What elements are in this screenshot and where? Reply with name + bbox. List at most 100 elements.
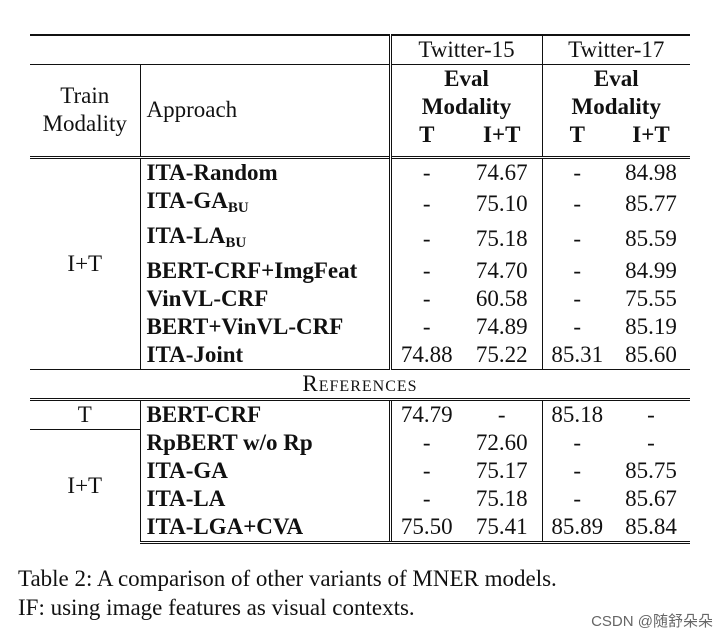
cell: 75.41 [462, 513, 542, 544]
header-approach: Approach [139, 64, 390, 157]
table-row: VinVL-CRF - 60.58 - 75.55 [30, 284, 690, 313]
row-approach: ITA-LGA+CVA [139, 513, 390, 544]
table-row: ITA-GA - 75.17 - 85.75 [30, 457, 690, 485]
cell: 85.84 [612, 513, 690, 544]
row-approach: ITA-LABU [139, 221, 390, 257]
header-train-line2: Modality [42, 111, 127, 137]
table-row: ITA-Joint 74.88 75.22 85.31 85.60 [30, 340, 690, 369]
header-eval-15-line1: Eval [444, 66, 489, 91]
cell: - [541, 457, 612, 485]
row-approach: BERT+VinVL-CRF [139, 312, 390, 341]
header-t15-t: T [388, 121, 462, 149]
cell: - [541, 485, 612, 513]
cell: 85.18 [541, 397, 612, 429]
cell: - [388, 457, 462, 485]
cell: - [541, 429, 612, 457]
table-row: ITA-LGA+CVA 75.50 75.41 85.89 85.84 [30, 513, 690, 544]
header-train-line1: Train [60, 83, 110, 109]
row-approach: BERT-CRF [139, 397, 390, 429]
table-row: ITA-LABU - 75.18 - 85.59 [30, 221, 690, 257]
table-row: I+T ITA-Random - 74.67 - 84.98 [30, 155, 690, 369]
cell: 84.99 [625, 257, 677, 283]
row-approach: ITA-Joint [139, 340, 390, 369]
cell: 60.58 [475, 285, 528, 311]
approach-name: ITA-GA [146, 187, 228, 213]
cell: 85.59 [625, 226, 677, 251]
cell: 75.50 [388, 513, 462, 544]
table-row: ITA-GABU - 75.10 - 85.77 [30, 186, 690, 222]
section1-modality: I+T [30, 155, 140, 369]
header-eval-15: Eval Modality [388, 64, 542, 121]
cell: 85.77 [625, 191, 677, 216]
cell: - [541, 155, 612, 187]
cell: - [541, 186, 612, 222]
header-eval-17-line2: Modality [571, 94, 661, 119]
table-row: ITA-LA - 75.18 - 85.67 [30, 485, 690, 513]
cell: 85.75 [625, 458, 677, 483]
header-twitter17: Twitter-17 [541, 34, 690, 65]
header-row-cols: T I+T T I+T [30, 121, 690, 149]
cell: 75.22 [475, 341, 528, 367]
header-t17-it: I+T [632, 122, 670, 147]
cell: - [388, 186, 462, 222]
cell: - [462, 397, 542, 429]
table-row: I+T RpBERT w/o Rp - 72.60 - - [30, 428, 690, 543]
header-train-modality: Train Modality [30, 64, 140, 157]
header-row-datasets: Twitter-15 Twitter-17 [30, 34, 690, 65]
row-approach: ITA-GA [139, 457, 390, 485]
cell: - [612, 397, 690, 429]
header-eval-17: Eval Modality [541, 64, 690, 121]
cell: - [541, 256, 612, 285]
cell: 85.31 [541, 340, 612, 369]
row-approach: ITA-Random [139, 155, 390, 187]
cell: - [541, 284, 612, 313]
header-twitter15: Twitter-15 [388, 34, 542, 65]
cell: 74.70 [475, 257, 528, 283]
cell: 84.98 [612, 155, 690, 187]
references-row: References [30, 368, 690, 399]
cell: 74.67 [462, 155, 542, 187]
section2-modality-it: I+T [30, 428, 140, 543]
cell: 85.89 [541, 513, 612, 544]
row-approach: ITA-GABU [139, 186, 390, 222]
header-row-eval: Train Modality Approach Eval Modality Ev… [30, 64, 690, 157]
cell: 85.19 [625, 313, 677, 339]
header-t15-it: I+T [483, 122, 521, 147]
cell: - [647, 430, 655, 455]
results-table: Twitter-15 Twitter-17 Train Modality App… [30, 34, 690, 544]
cell: 74.79 [388, 397, 462, 429]
row-approach: BERT-CRF+ImgFeat [139, 256, 390, 285]
cell: 74.88 [388, 340, 462, 369]
cell: - [541, 312, 612, 341]
results-table-container: Twitter-15 Twitter-17 Train Modality App… [30, 34, 690, 544]
section2-modality-t: T [30, 397, 140, 429]
cell: - [388, 485, 462, 513]
row-approach: ITA-LA [139, 485, 390, 513]
cell: 75.17 [475, 458, 528, 483]
header-t17-t: T [541, 121, 612, 149]
cell: 74.89 [475, 313, 528, 339]
cell: - [388, 155, 462, 187]
cell: - [541, 221, 612, 257]
references-label: References [30, 368, 690, 399]
caption-line1: Table 2: A comparison of other variants … [18, 566, 557, 591]
table-row: T BERT-CRF 74.79 - 85.18 - [30, 397, 690, 429]
table-caption: Table 2: A comparison of other variants … [18, 564, 708, 622]
cell: 75.55 [625, 285, 677, 311]
cell: - [388, 221, 462, 257]
table-row: BERT+VinVL-CRF - 74.89 - 85.19 [30, 312, 690, 341]
cell: - [388, 312, 462, 341]
table-row: BERT-CRF+ImgFeat - 74.70 - 84.99 [30, 256, 690, 285]
cell: - [388, 284, 462, 313]
caption-line2: IF: using image features as visual conte… [18, 595, 415, 620]
header-eval-17-line1: Eval [593, 66, 639, 91]
approach-subscript: BU [225, 234, 247, 251]
cell: 85.60 [625, 341, 677, 367]
cell: 85.67 [625, 486, 677, 511]
approach-subscript: BU [227, 199, 249, 216]
watermark: CSDN @随舒朵朵 [591, 613, 713, 630]
approach-name: ITA-LA [146, 222, 226, 248]
row-approach: RpBERT w/o Rp [139, 429, 390, 457]
cell: 75.18 [475, 486, 528, 511]
row-approach: VinVL-CRF [139, 284, 390, 313]
